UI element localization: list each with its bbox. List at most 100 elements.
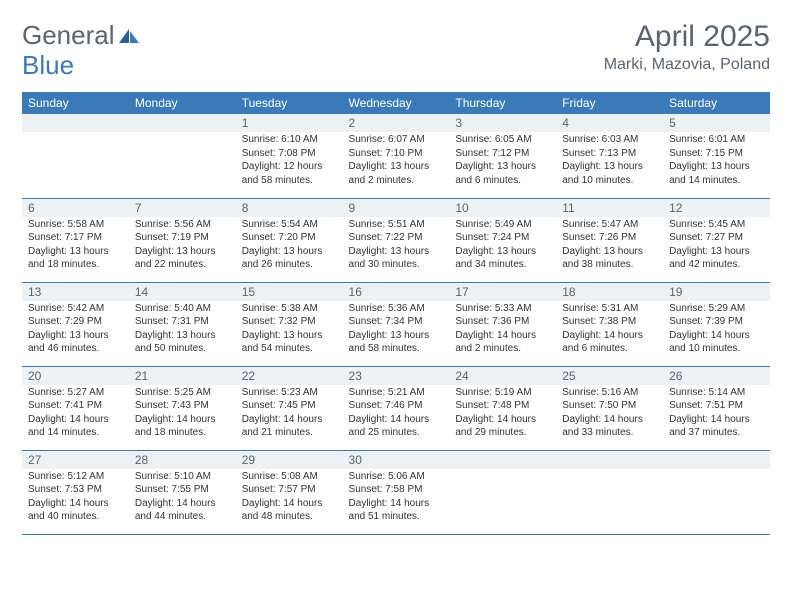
weekday-header: Sunday: [22, 92, 129, 114]
daylight-text: and 18 minutes.: [28, 258, 123, 272]
daylight-text: Daylight: 14 hours: [669, 329, 764, 343]
sunset-text: Sunset: 7:41 PM: [28, 399, 123, 413]
daylight-text: and 10 minutes.: [562, 174, 657, 188]
sunrise-text: Sunrise: 5:06 AM: [349, 470, 444, 484]
daylight-text: and 14 minutes.: [28, 426, 123, 440]
day-number: 14: [129, 283, 236, 301]
day-number: 27: [22, 451, 129, 469]
weekday-header: Friday: [556, 92, 663, 114]
daylight-text: and 22 minutes.: [135, 258, 230, 272]
sunset-text: Sunset: 7:26 PM: [562, 231, 657, 245]
calendar-cell: [129, 114, 236, 198]
calendar-cell: 24Sunrise: 5:19 AMSunset: 7:48 PMDayligh…: [449, 366, 556, 450]
daylight-text: Daylight: 14 hours: [455, 413, 550, 427]
calendar-week-row: 27Sunrise: 5:12 AMSunset: 7:53 PMDayligh…: [22, 450, 770, 534]
day-number: 29: [236, 451, 343, 469]
calendar-cell: 14Sunrise: 5:40 AMSunset: 7:31 PMDayligh…: [129, 282, 236, 366]
calendar-cell: 25Sunrise: 5:16 AMSunset: 7:50 PMDayligh…: [556, 366, 663, 450]
day-number: 8: [236, 199, 343, 217]
daylight-text: and 46 minutes.: [28, 342, 123, 356]
calendar-cell: 22Sunrise: 5:23 AMSunset: 7:45 PMDayligh…: [236, 366, 343, 450]
sunset-text: Sunset: 7:24 PM: [455, 231, 550, 245]
daylight-text: Daylight: 13 hours: [562, 245, 657, 259]
day-details: Sunrise: 5:08 AMSunset: 7:57 PMDaylight:…: [236, 469, 343, 528]
daylight-text: Daylight: 13 hours: [28, 329, 123, 343]
sunrise-text: Sunrise: 5:16 AM: [562, 386, 657, 400]
day-number: 10: [449, 199, 556, 217]
month-title: April 2025: [604, 20, 770, 54]
sunrise-text: Sunrise: 5:25 AM: [135, 386, 230, 400]
sunset-text: Sunset: 7:29 PM: [28, 315, 123, 329]
day-details: Sunrise: 5:14 AMSunset: 7:51 PMDaylight:…: [663, 385, 770, 444]
calendar-cell: 12Sunrise: 5:45 AMSunset: 7:27 PMDayligh…: [663, 198, 770, 282]
daylight-text: and 18 minutes.: [135, 426, 230, 440]
daylight-text: Daylight: 13 hours: [242, 245, 337, 259]
day-details: Sunrise: 5:16 AMSunset: 7:50 PMDaylight:…: [556, 385, 663, 444]
daylight-text: Daylight: 14 hours: [349, 413, 444, 427]
sunset-text: Sunset: 7:34 PM: [349, 315, 444, 329]
day-details: Sunrise: 5:23 AMSunset: 7:45 PMDaylight:…: [236, 385, 343, 444]
sunset-text: Sunset: 7:39 PM: [669, 315, 764, 329]
sunset-text: Sunset: 7:22 PM: [349, 231, 444, 245]
calendar-cell: 10Sunrise: 5:49 AMSunset: 7:24 PMDayligh…: [449, 198, 556, 282]
day-details: Sunrise: 5:29 AMSunset: 7:39 PMDaylight:…: [663, 301, 770, 360]
day-number: 11: [556, 199, 663, 217]
weekday-row: SundayMondayTuesdayWednesdayThursdayFrid…: [22, 92, 770, 114]
calendar-cell: 26Sunrise: 5:14 AMSunset: 7:51 PMDayligh…: [663, 366, 770, 450]
calendar-week-row: 6Sunrise: 5:58 AMSunset: 7:17 PMDaylight…: [22, 198, 770, 282]
calendar-cell: 21Sunrise: 5:25 AMSunset: 7:43 PMDayligh…: [129, 366, 236, 450]
daylight-text: Daylight: 13 hours: [455, 245, 550, 259]
daylight-text: Daylight: 14 hours: [455, 329, 550, 343]
logo-text-general: General: [22, 20, 115, 51]
sunset-text: Sunset: 7:53 PM: [28, 483, 123, 497]
day-number: 19: [663, 283, 770, 301]
sunrise-text: Sunrise: 5:27 AM: [28, 386, 123, 400]
sunrise-text: Sunrise: 5:45 AM: [669, 218, 764, 232]
calendar-cell: [556, 450, 663, 534]
calendar-cell: 11Sunrise: 5:47 AMSunset: 7:26 PMDayligh…: [556, 198, 663, 282]
day-details: Sunrise: 5:27 AMSunset: 7:41 PMDaylight:…: [22, 385, 129, 444]
day-number: 25: [556, 367, 663, 385]
day-number: 30: [343, 451, 450, 469]
daylight-text: and 40 minutes.: [28, 510, 123, 524]
daylight-text: and 54 minutes.: [242, 342, 337, 356]
daylight-text: and 2 minutes.: [455, 342, 550, 356]
sunrise-text: Sunrise: 5:12 AM: [28, 470, 123, 484]
day-number-empty: [663, 451, 770, 469]
sunrise-text: Sunrise: 5:51 AM: [349, 218, 444, 232]
day-number-empty: [129, 114, 236, 132]
daylight-text: and 25 minutes.: [349, 426, 444, 440]
sunrise-text: Sunrise: 5:29 AM: [669, 302, 764, 316]
daylight-text: and 14 minutes.: [669, 174, 764, 188]
sunset-text: Sunset: 7:08 PM: [242, 147, 337, 161]
sunset-text: Sunset: 7:43 PM: [135, 399, 230, 413]
day-details: Sunrise: 5:49 AMSunset: 7:24 PMDaylight:…: [449, 217, 556, 276]
calendar-cell: 4Sunrise: 6:03 AMSunset: 7:13 PMDaylight…: [556, 114, 663, 198]
day-number: 18: [556, 283, 663, 301]
sunset-text: Sunset: 7:58 PM: [349, 483, 444, 497]
calendar-week-row: 20Sunrise: 5:27 AMSunset: 7:41 PMDayligh…: [22, 366, 770, 450]
sunrise-text: Sunrise: 5:14 AM: [669, 386, 764, 400]
day-details: Sunrise: 5:10 AMSunset: 7:55 PMDaylight:…: [129, 469, 236, 528]
daylight-text: and 42 minutes.: [669, 258, 764, 272]
calendar-cell: 18Sunrise: 5:31 AMSunset: 7:38 PMDayligh…: [556, 282, 663, 366]
daylight-text: Daylight: 14 hours: [28, 413, 123, 427]
sunrise-text: Sunrise: 5:38 AM: [242, 302, 337, 316]
day-number-empty: [449, 451, 556, 469]
calendar-cell: 29Sunrise: 5:08 AMSunset: 7:57 PMDayligh…: [236, 450, 343, 534]
day-details: Sunrise: 5:58 AMSunset: 7:17 PMDaylight:…: [22, 217, 129, 276]
sunrise-text: Sunrise: 5:08 AM: [242, 470, 337, 484]
day-number: 17: [449, 283, 556, 301]
daylight-text: Daylight: 14 hours: [562, 329, 657, 343]
day-number: 3: [449, 114, 556, 132]
calendar-cell: 5Sunrise: 6:01 AMSunset: 7:15 PMDaylight…: [663, 114, 770, 198]
day-details: Sunrise: 6:10 AMSunset: 7:08 PMDaylight:…: [236, 132, 343, 191]
daylight-text: and 34 minutes.: [455, 258, 550, 272]
day-details: Sunrise: 5:21 AMSunset: 7:46 PMDaylight:…: [343, 385, 450, 444]
sunrise-text: Sunrise: 5:31 AM: [562, 302, 657, 316]
day-details: Sunrise: 5:38 AMSunset: 7:32 PMDaylight:…: [236, 301, 343, 360]
daylight-text: Daylight: 14 hours: [135, 413, 230, 427]
daylight-text: and 6 minutes.: [562, 342, 657, 356]
daylight-text: and 6 minutes.: [455, 174, 550, 188]
calendar-cell: 8Sunrise: 5:54 AMSunset: 7:20 PMDaylight…: [236, 198, 343, 282]
